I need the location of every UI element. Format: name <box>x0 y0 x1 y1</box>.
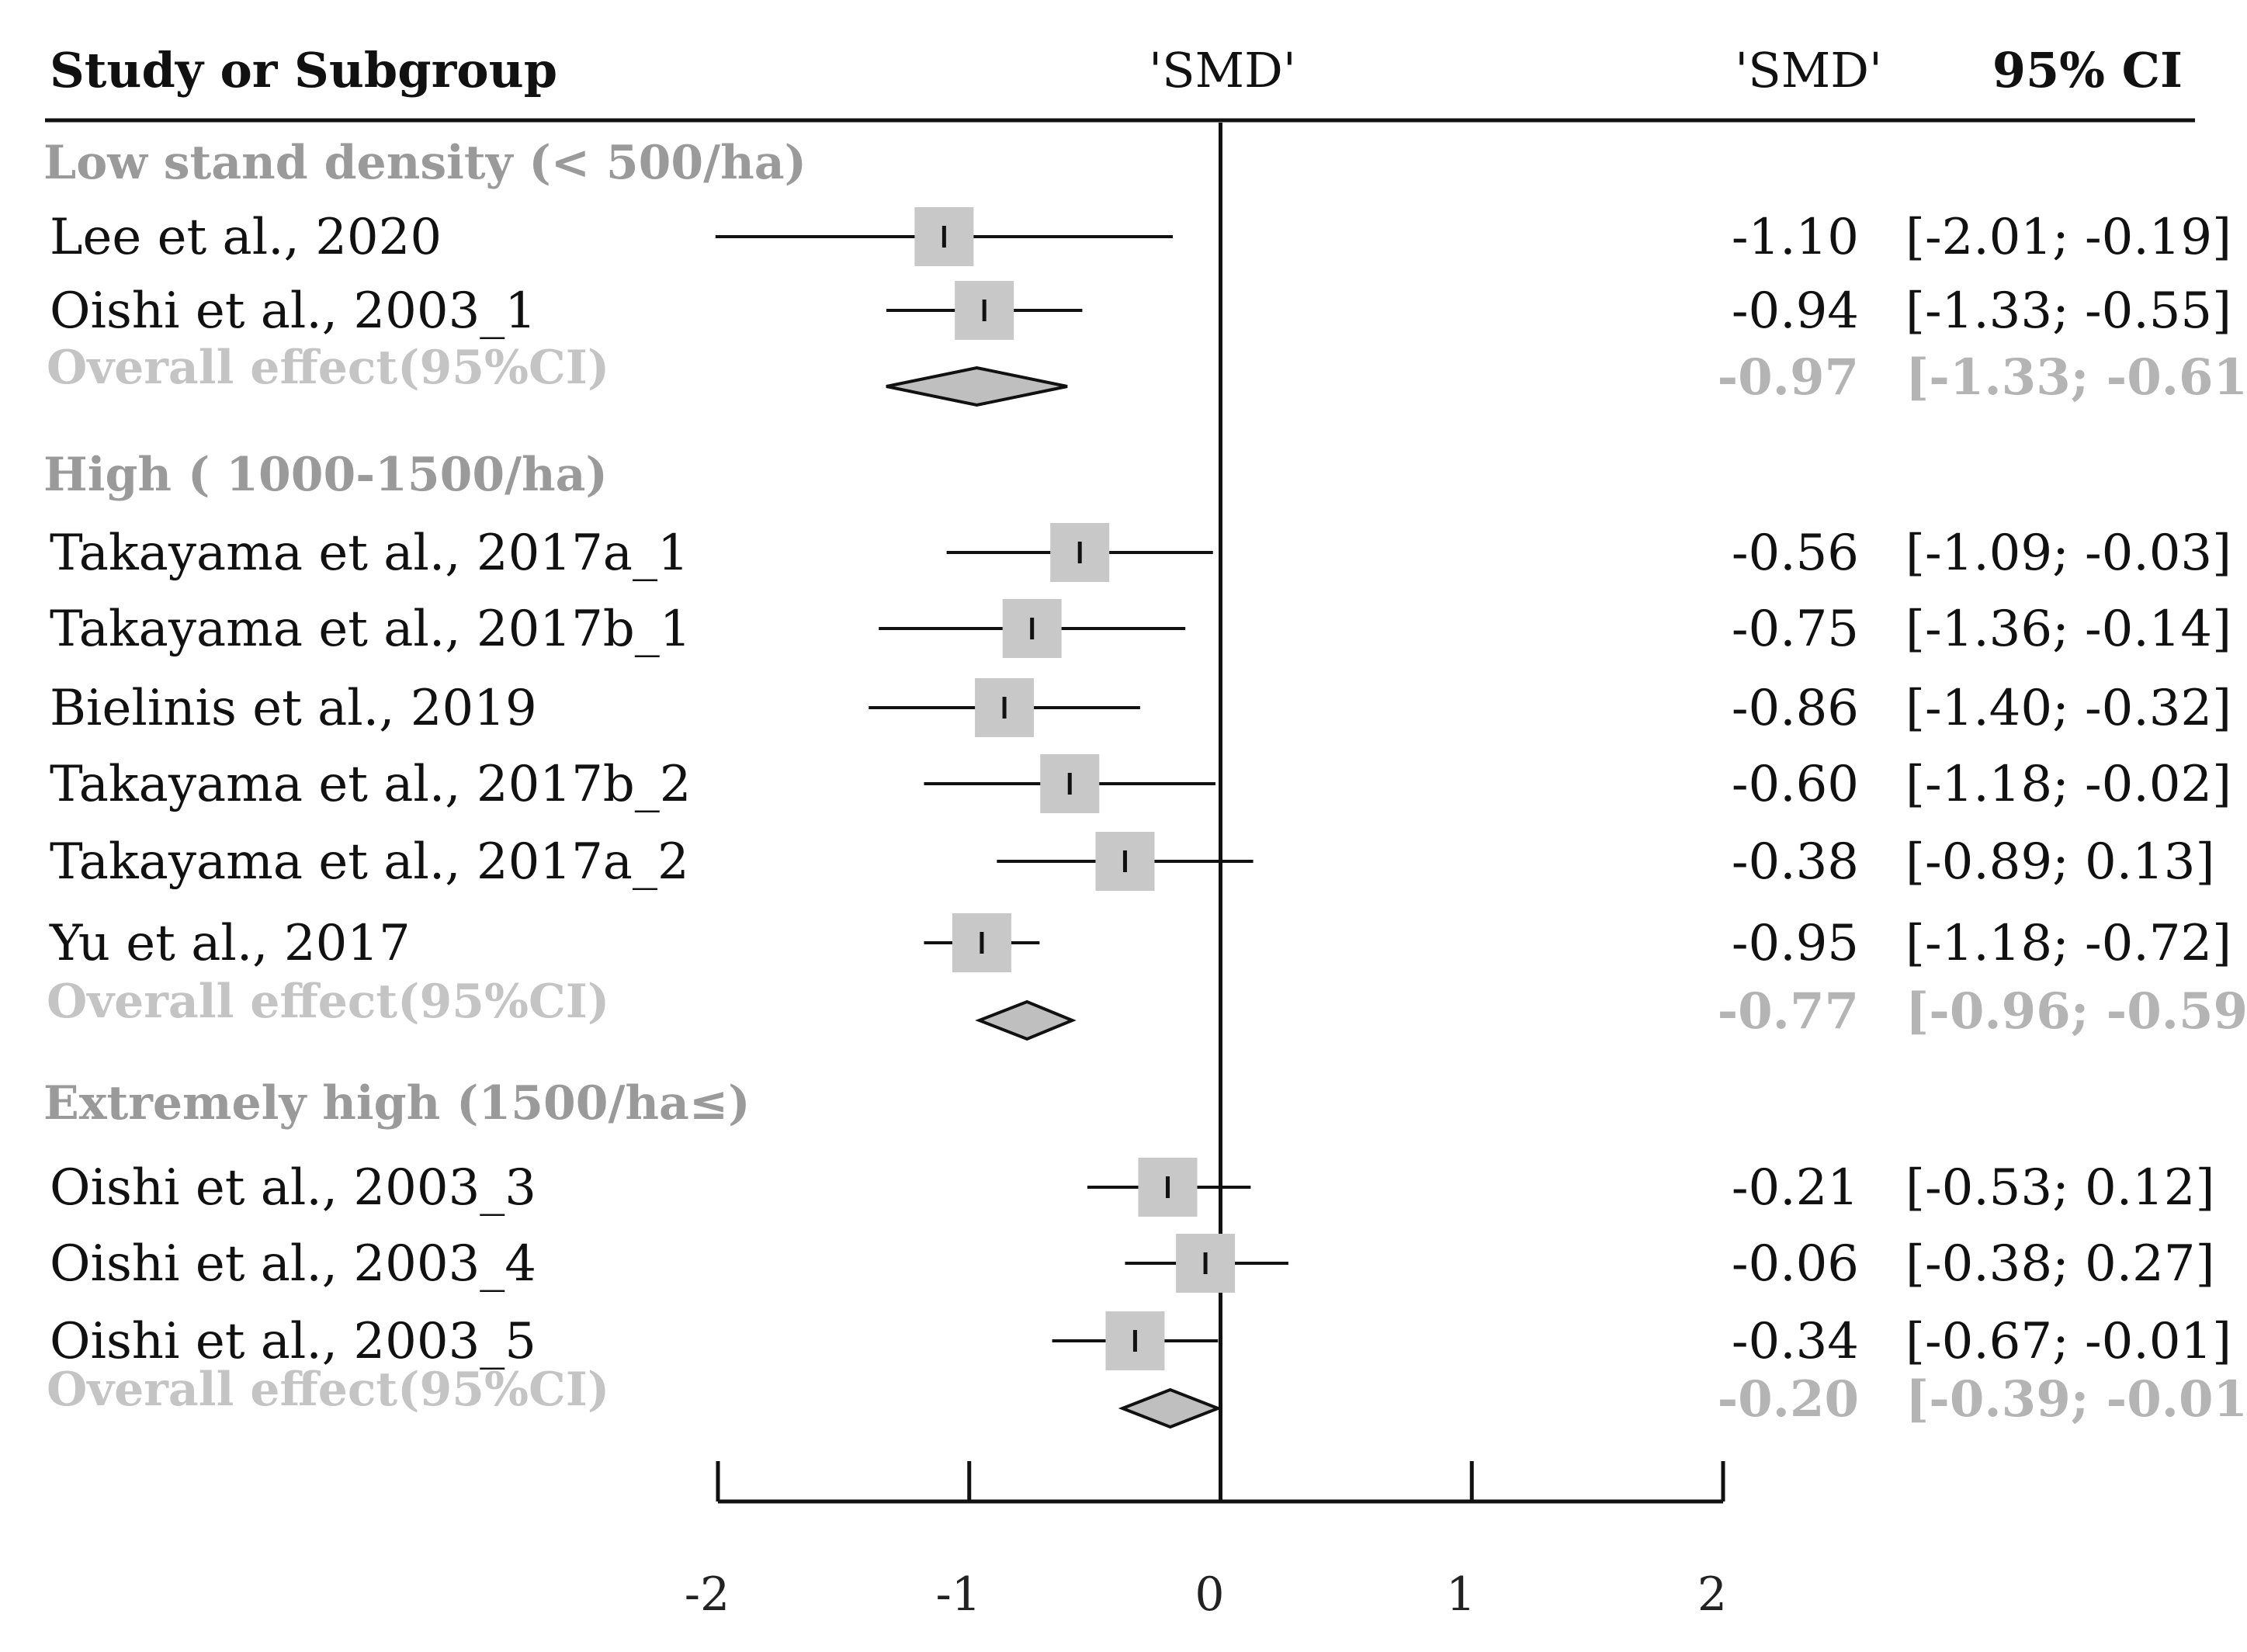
ci-value: [-1.33; -0.55] <box>1905 282 2231 340</box>
ci-value: [-0.67; -0.01] <box>1905 1313 2231 1370</box>
ci-value: [-0.53; 0.12] <box>1905 1159 2214 1217</box>
x-tick-label: -2 <box>685 1567 730 1622</box>
header-study: Study or Subgroup <box>50 42 557 99</box>
smd-value: -0.38 <box>1732 833 1859 891</box>
smd-value: -0.94 <box>1732 282 1859 340</box>
header-plot: 'SMD' <box>1149 42 1296 99</box>
x-tick-label: 1 <box>1446 1567 1475 1622</box>
header-smd: 'SMD' <box>1735 42 1882 99</box>
study-label: Oishi et al., 2003_1 <box>50 282 536 340</box>
overall-label: Overall effect(95%CI) <box>47 341 609 395</box>
overall-diamond <box>975 999 1077 1041</box>
smd-value: -0.86 <box>1732 680 1859 737</box>
overall-ci-value: [-0.96; -0.59] <box>1905 982 2247 1041</box>
overall-smd-value: -0.20 <box>1718 1370 1859 1429</box>
x-axis: -2 -1 0 1 2 <box>685 123 1727 1622</box>
study-label: Takayama et al., 2017a_2 <box>50 833 689 891</box>
header-ci: 95% CI <box>1992 42 2183 99</box>
ci-value: [-1.09; -0.03] <box>1905 525 2231 582</box>
study-label: Oishi et al., 2003_3 <box>50 1159 536 1217</box>
ci-value: [-1.18; -0.02] <box>1905 756 2231 813</box>
smd-value: -0.75 <box>1732 601 1859 658</box>
study-label: Yu et al., 2017 <box>49 915 411 972</box>
x-tick-label: 0 <box>1195 1567 1224 1622</box>
study-label: Takayama et al., 2017b_2 <box>50 756 691 813</box>
forest-rows: Low stand density (< 500/ha) Lee et al., … <box>43 136 2247 1429</box>
overall-diamond <box>1118 1387 1222 1429</box>
overall-label: Overall effect(95%CI) <box>47 975 609 1029</box>
study-label: Oishi et al., 2003_5 <box>50 1313 536 1370</box>
study-label: Takayama et al., 2017b_1 <box>50 601 691 658</box>
smd-value: -0.60 <box>1732 756 1859 813</box>
smd-value: -0.21 <box>1732 1159 1859 1217</box>
overall-ci-value: [-0.39; -0.01] <box>1905 1370 2247 1429</box>
x-tick-label: 2 <box>1697 1567 1727 1622</box>
smd-value: -0.95 <box>1732 915 1859 972</box>
ci-value: [-2.01; -0.19] <box>1905 209 2231 266</box>
overall-diamond <box>886 365 1068 407</box>
ci-value: [-1.40; -0.32] <box>1905 680 2231 737</box>
smd-value: -1.10 <box>1732 209 1859 266</box>
study-label: Oishi et al., 2003_4 <box>50 1235 536 1293</box>
subgroup-label: High ( 1000-1500/ha) <box>43 448 608 502</box>
ci-value: [-1.18; -0.72] <box>1905 915 2231 972</box>
overall-label: Overall effect(95%CI) <box>47 1363 609 1417</box>
overall-smd-value: -0.97 <box>1718 348 1859 407</box>
ci-value: [-0.89; 0.13] <box>1905 833 2214 891</box>
smd-value: -0.06 <box>1732 1235 1859 1293</box>
overall-smd-value: -0.77 <box>1718 982 1859 1041</box>
smd-value: -0.56 <box>1732 525 1859 582</box>
overall-ci-value: [-1.33; -0.61] <box>1905 348 2247 407</box>
ci-value: [-0.38; 0.27] <box>1905 1235 2214 1293</box>
ci-value: [-1.36; -0.14] <box>1905 601 2231 658</box>
study-label: Bielinis et al., 2019 <box>50 680 537 737</box>
x-tick-label: -1 <box>936 1567 981 1622</box>
subgroup-label: Low stand density (< 500/ha) <box>43 136 806 190</box>
study-label: Takayama et al., 2017a_1 <box>50 525 689 582</box>
study-label: Lee et al., 2020 <box>50 209 442 266</box>
subgroup-label: Extremely high (1500/ha≤) <box>43 1076 751 1131</box>
smd-value: -0.34 <box>1732 1313 1859 1370</box>
